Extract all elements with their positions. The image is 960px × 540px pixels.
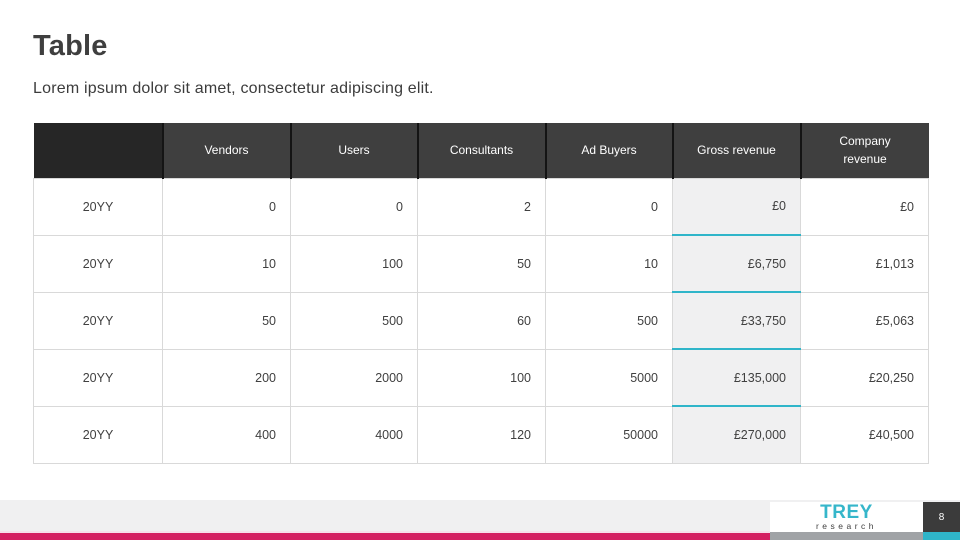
table-header-gross-revenue: Gross revenue	[672, 123, 802, 178]
row-label: 20YY	[33, 348, 163, 407]
cell-users: 0	[290, 177, 418, 236]
data-table-container: Vendors Users Consultants Ad Buyers Gros…	[33, 123, 929, 464]
table-header-ad-buyers: Ad Buyers	[545, 123, 674, 178]
page-subtitle: Lorem ipsum dolor sit amet, consectetur …	[33, 80, 434, 97]
cell-company-revenue: £0	[800, 177, 929, 236]
cell-consultants: 100	[417, 348, 546, 407]
table-header-vendors: Vendors	[162, 123, 292, 178]
cell-gross-revenue: £0	[672, 177, 801, 236]
cell-ad-buyers: 0	[545, 177, 673, 236]
page-title: Table	[33, 30, 108, 62]
table-row: 20YY 10 100 50 10 £6,750 £1,013	[33, 234, 929, 293]
cell-company-revenue: £1,013	[800, 234, 929, 293]
cell-gross-revenue: £6,750	[672, 234, 801, 293]
cell-ad-buyers: 5000	[545, 348, 673, 407]
cell-users: 500	[290, 291, 418, 350]
footer-teal-strip	[923, 532, 960, 540]
page-number-badge: 8	[923, 502, 960, 532]
cell-ad-buyers: 10	[545, 234, 673, 293]
cell-consultants: 2	[417, 177, 546, 236]
table-header-corner	[33, 123, 164, 178]
row-label: 20YY	[33, 177, 163, 236]
cell-company-revenue: £5,063	[800, 291, 929, 350]
cell-users: 2000	[290, 348, 418, 407]
row-label: 20YY	[33, 405, 163, 464]
cell-vendors: 10	[162, 234, 291, 293]
table-header-users: Users	[290, 123, 419, 178]
cell-users: 100	[290, 234, 418, 293]
trey-research-logo: TREY research	[770, 502, 923, 532]
footer-magenta-bar	[0, 533, 770, 540]
cell-consultants: 50	[417, 234, 546, 293]
cell-vendors: 0	[162, 177, 291, 236]
cell-ad-buyers: 500	[545, 291, 673, 350]
cell-company-revenue: £40,500	[800, 405, 929, 464]
footer-gray-strip	[770, 532, 923, 540]
logo-subtext: research	[815, 520, 878, 531]
table-header-consultants: Consultants	[417, 123, 547, 178]
cell-gross-revenue: £135,000	[672, 348, 801, 407]
table-header-row: Vendors Users Consultants Ad Buyers Gros…	[33, 123, 929, 178]
cell-users: 4000	[290, 405, 418, 464]
cell-company-revenue: £20,250	[800, 348, 929, 407]
page-number: 8	[938, 511, 945, 523]
table-row: 20YY 200 2000 100 5000 £135,000 £20,250	[33, 348, 929, 407]
cell-consultants: 120	[417, 405, 546, 464]
footer-pink-line	[0, 531, 770, 533]
cell-ad-buyers: 50000	[545, 405, 673, 464]
cell-gross-revenue: £33,750	[672, 291, 801, 350]
cell-consultants: 60	[417, 291, 546, 350]
data-table: Vendors Users Consultants Ad Buyers Gros…	[33, 123, 929, 464]
table-row: 20YY 400 4000 120 50000 £270,000 £40,500	[33, 405, 929, 464]
cell-vendors: 50	[162, 291, 291, 350]
cell-vendors: 200	[162, 348, 291, 407]
table-row: 20YY 0 0 2 0 £0 £0	[33, 177, 929, 236]
table-row: 20YY 50 500 60 500 £33,750 £5,063	[33, 291, 929, 350]
row-label: 20YY	[33, 291, 163, 350]
cell-vendors: 400	[162, 405, 291, 464]
cell-gross-revenue: £270,000	[672, 405, 801, 464]
row-label: 20YY	[33, 234, 163, 293]
table-header-company-revenue: Company revenue	[800, 123, 929, 178]
logo-wordmark: TREY	[820, 501, 873, 523]
